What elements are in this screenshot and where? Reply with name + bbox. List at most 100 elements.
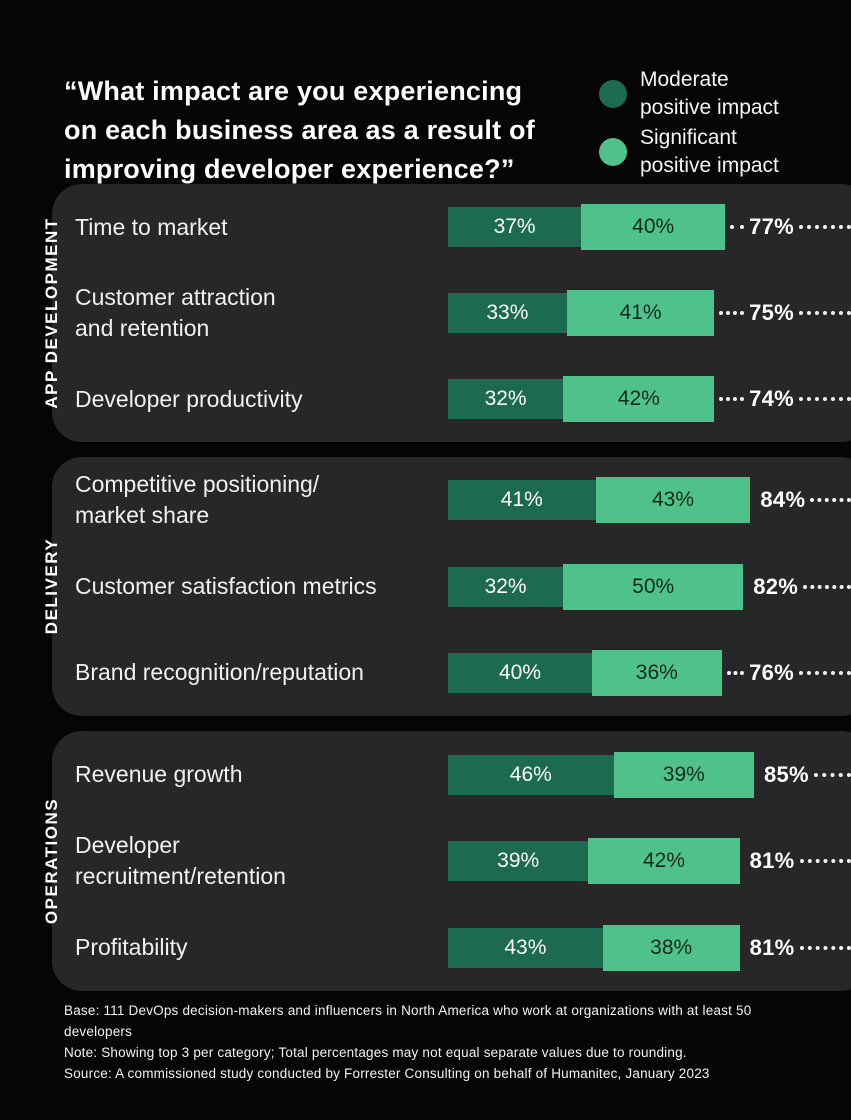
- total-percent: 81%: [749, 848, 795, 873]
- bar-segment-significant: 42%: [563, 376, 715, 422]
- bar-segment-significant: 50%: [563, 563, 744, 610]
- row-label: Time to market: [52, 212, 425, 243]
- title-line: on each business area as a result of: [64, 115, 535, 145]
- row-label-line: Time to market: [75, 213, 228, 240]
- chart-row: Brand recognition/reputation 40% 36% 76%: [52, 630, 851, 716]
- row-label: Customer satisfaction metrics: [52, 571, 425, 602]
- dotted-leader: [730, 225, 745, 229]
- section-card-operations: Revenue growth 46% 39% 85% Developer recruitm…: [52, 731, 851, 991]
- bar-segment-moderate: 37%: [448, 207, 582, 247]
- bar-area: 33% 41% 75%: [448, 290, 851, 336]
- bar-segment-significant: 38%: [602, 924, 740, 971]
- footnote-base: Base: 111 DevOps decision-makers and inf…: [64, 1003, 752, 1039]
- bar-segment-significant: 36%: [592, 649, 722, 696]
- dotted-trailer: [813, 772, 851, 777]
- total-percent: 85%: [763, 761, 809, 787]
- section-card-app-development: Time to market 37% 40% 77% Customer attracti…: [52, 184, 851, 442]
- legend-item-significant: Significant positive impact: [599, 124, 779, 180]
- bar-area: 32% 50% 82%: [448, 563, 851, 610]
- bar-area: 37% 40% 77%: [448, 204, 851, 250]
- dotted-trailer: [799, 670, 851, 675]
- bar-segment-significant: 39%: [613, 751, 754, 798]
- row-label-line: recruitment/retention: [75, 863, 286, 889]
- total-percent: 76%: [749, 659, 794, 685]
- footnotes: Base: 111 DevOps decision-makers and inf…: [64, 1000, 764, 1084]
- bar-segment-moderate: 32%: [448, 379, 564, 419]
- row-label-line: Customer satisfaction metrics: [75, 573, 377, 599]
- total-percent: 81%: [749, 934, 795, 960]
- chart-row: Revenue growth 46% 39% 85%: [52, 732, 851, 818]
- chart-row: Developer recruitment/retention 39% 42% 81%: [52, 818, 851, 904]
- chart-row: Time to market 37% 40% 77%: [52, 184, 851, 270]
- footnote-note: Note: Showing top 3 per category; Total …: [64, 1045, 687, 1060]
- row-label: Developer productivity: [52, 384, 425, 415]
- dotted-leader: [719, 311, 745, 315]
- page-title: “What impact are you experiencing on eac…: [64, 72, 569, 189]
- row-label-line: market share: [75, 502, 210, 529]
- bar-segment-moderate: 46%: [448, 754, 614, 795]
- bar-area: 41% 43% 84%: [448, 477, 851, 524]
- title-line: improving developer experience?”: [64, 154, 515, 184]
- bar-area: 40% 36% 76%: [448, 649, 851, 696]
- dotted-leader: [726, 670, 745, 675]
- moderate-swatch-icon: [599, 80, 627, 108]
- section-label-delivery: DELIVERY: [42, 537, 61, 635]
- row-label: Revenue growth: [52, 759, 425, 790]
- legend-label: Moderate positive impact: [640, 68, 779, 119]
- row-label-line: Brand recognition/reputation: [75, 659, 364, 686]
- row-label-line: Developer: [75, 832, 180, 858]
- footnote-source: Source: A commissioned study conducted b…: [64, 1066, 710, 1081]
- bar-segment-moderate: 40%: [448, 652, 592, 693]
- dotted-trailer: [799, 397, 851, 401]
- row-label: Profitability: [52, 932, 425, 963]
- row-label-line: and retention: [75, 315, 210, 341]
- chart-row: Customer attraction and retention 33% 41% 75…: [52, 270, 851, 356]
- bar-area: 43% 38% 81%: [448, 924, 851, 971]
- chart-row: Customer satisfaction metrics 32% 50% 82%: [52, 544, 851, 630]
- bar-segment-significant: 41%: [566, 290, 715, 336]
- row-label: Developer recruitment/retention: [52, 830, 425, 892]
- bar-segment-moderate: 39%: [448, 841, 589, 881]
- legend-label: Significant positive impact: [640, 126, 779, 177]
- row-label-line: Revenue growth: [75, 761, 243, 787]
- bar-segment-significant: 40%: [581, 204, 726, 250]
- dotted-trailer: [810, 498, 851, 503]
- total-percent: 75%: [749, 300, 794, 325]
- chart-row: Profitability 43% 38% 81%: [52, 905, 851, 991]
- chart-row: Developer productivity 32% 42% 74%: [52, 356, 851, 442]
- dotted-trailer: [799, 859, 851, 863]
- significant-swatch-icon: [599, 138, 627, 166]
- row-label-line: Developer productivity: [75, 385, 303, 412]
- bar-segment-moderate: 33%: [448, 293, 567, 333]
- chart-row: Competitive positioning/market share 41% 4…: [52, 457, 851, 543]
- total-percent: 84%: [760, 487, 806, 513]
- bar-segment-moderate: 43%: [448, 927, 603, 968]
- row-label: Competitive positioning/market share: [52, 469, 425, 531]
- bar-segment-moderate: 41%: [448, 480, 596, 521]
- dotted-trailer: [799, 225, 851, 229]
- row-label-line: Profitability: [75, 934, 188, 960]
- total-percent: 82%: [753, 573, 799, 599]
- section-card-delivery: Competitive positioning/market share 41% 4…: [52, 457, 851, 716]
- bar-area: 32% 42% 74%: [448, 376, 851, 422]
- dotted-trailer: [799, 311, 851, 315]
- dotted-leader: [719, 397, 745, 401]
- row-label-line: Customer attraction: [75, 284, 276, 310]
- title-line: “What impact are you experiencing: [64, 76, 523, 106]
- bar-area: 46% 39% 85%: [448, 751, 851, 798]
- row-label-line: Competitive positioning/: [75, 471, 320, 498]
- row-label: Brand recognition/reputation: [52, 657, 425, 688]
- total-percent: 74%: [749, 386, 794, 411]
- bar-area: 39% 42% 81%: [448, 838, 851, 884]
- dotted-trailer: [799, 945, 851, 950]
- dotted-trailer: [803, 584, 851, 589]
- section-label-operations: OPERATIONS: [42, 797, 61, 925]
- bar-segment-significant: 42%: [588, 838, 740, 884]
- legend-item-moderate: Moderate positive impact: [599, 66, 779, 122]
- bar-segment-significant: 43%: [595, 477, 751, 524]
- legend: Moderate positive impact Significant pos…: [599, 66, 779, 180]
- total-percent: 77%: [749, 214, 794, 239]
- row-label: Customer attraction and retention: [52, 282, 425, 344]
- section-label-app-development: APP DEVELOPMENT: [42, 217, 61, 409]
- bar-segment-moderate: 32%: [448, 566, 564, 607]
